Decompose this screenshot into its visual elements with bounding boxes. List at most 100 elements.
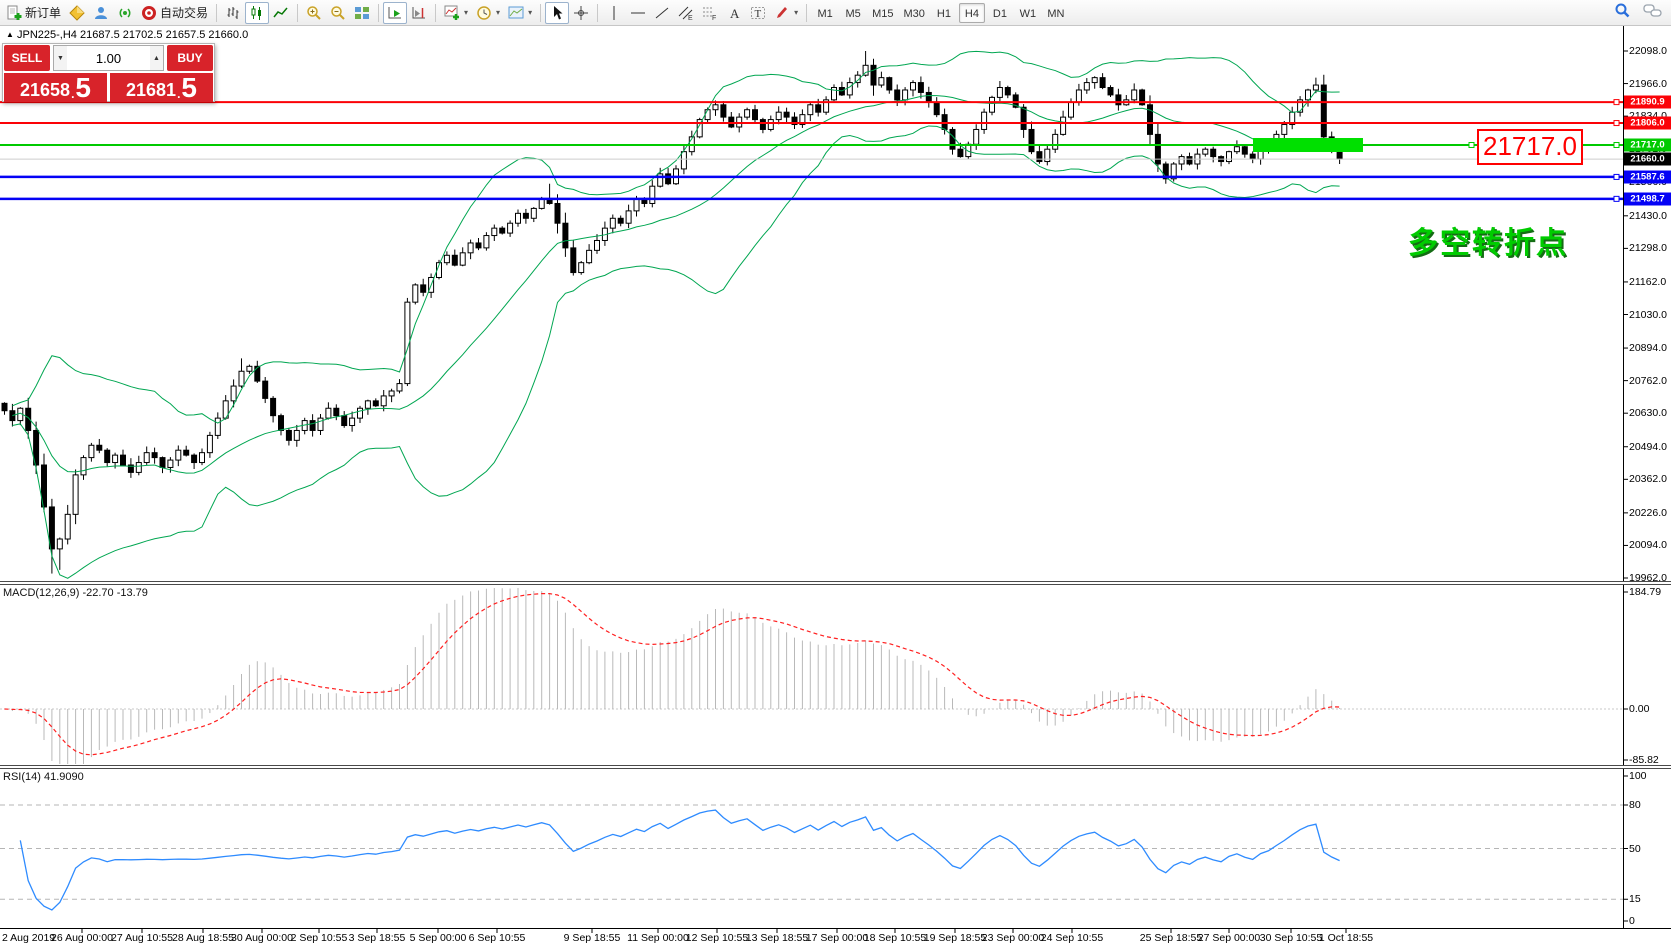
volume-decrease-button[interactable]: ▼ xyxy=(54,46,67,70)
svg-text:A: A xyxy=(730,6,740,21)
channel-icon: E xyxy=(678,5,694,22)
crosshair-icon xyxy=(573,5,589,21)
time-axis-label: 12 Sep 10:55 xyxy=(685,932,749,944)
clock-icon xyxy=(476,5,492,21)
horizontal-line-button[interactable] xyxy=(626,2,650,24)
template-icon xyxy=(508,5,524,21)
chart-text-annotation[interactable]: 多空转折点 xyxy=(1408,227,1568,260)
new-order-label: 新订单 xyxy=(25,6,62,20)
signals-button[interactable] xyxy=(113,2,137,24)
toolbar-separator xyxy=(540,3,542,22)
timeframe-H1-button[interactable]: H1 xyxy=(931,3,957,23)
toolbar-group-chart-type xyxy=(221,1,293,25)
toolbar-group-zoom xyxy=(302,1,374,25)
periods-button[interactable]: ▾ xyxy=(472,2,504,24)
text-a-icon: A xyxy=(726,5,742,21)
price-axis-tick: 21030.0 xyxy=(1629,308,1667,321)
tile-windows-button[interactable] xyxy=(350,2,374,24)
dropdown-arrow: ▾ xyxy=(528,8,533,17)
price-axis-tick: 19962.0 xyxy=(1629,572,1667,584)
price-callout-box[interactable]: 21717.0 xyxy=(1477,129,1583,165)
toolbar-separator xyxy=(378,3,380,22)
price-tag-21806.0: 21806.0 xyxy=(1624,116,1671,130)
profile-button[interactable] xyxy=(89,2,113,24)
rsi-axis-label: 0 xyxy=(1629,915,1635,927)
volume-increase-button[interactable]: ▲ xyxy=(150,46,163,70)
timeframe-D1-button[interactable]: D1 xyxy=(987,3,1013,23)
zoom-out-button[interactable] xyxy=(326,2,350,24)
fibonacci-button[interactable]: F xyxy=(698,2,722,24)
timeframe-M5-button[interactable]: M5 xyxy=(840,3,866,23)
time-axis-label: 2 Sep 10:55 xyxy=(290,932,348,944)
price-axis-tick: 20630.0 xyxy=(1629,407,1667,420)
toolbar-group-cursor xyxy=(545,1,593,25)
time-axis-label: 13 Sep 18:55 xyxy=(745,932,809,944)
buy-price-display[interactable]: 21681. 5 xyxy=(110,73,213,102)
arrows-button[interactable]: ▾ xyxy=(770,2,802,24)
price-tag-21498.7: 21498.7 xyxy=(1624,192,1671,206)
chart-shift-button[interactable] xyxy=(407,2,431,24)
time-axis-label: 17 Sep 00:00 xyxy=(805,932,869,944)
svg-text:E: E xyxy=(688,15,693,21)
timeframe-MN-button[interactable]: MN xyxy=(1043,3,1069,23)
dropdown-arrow: ▾ xyxy=(794,8,799,17)
time-axis-label: 25 Sep 18:55 xyxy=(1139,932,1203,944)
trendline-icon xyxy=(654,5,670,21)
indicators-button[interactable]: ▾ xyxy=(440,2,472,24)
macd-axis-label: -85.82 xyxy=(1629,754,1659,766)
timeframe-H4-button[interactable]: H4 xyxy=(958,2,985,23)
time-axis-label: 27 Aug 10:55 xyxy=(111,932,173,944)
pane-separator-rsi[interactable] xyxy=(0,765,1671,769)
time-axis-label: 3 Sep 18:55 xyxy=(348,932,406,944)
chat-icon[interactable] xyxy=(1643,3,1663,24)
trendline-button[interactable] xyxy=(650,2,674,24)
line-anchor-marker xyxy=(1613,99,1620,106)
timeframe-W1-button[interactable]: W1 xyxy=(1015,3,1041,23)
text-button[interactable]: A xyxy=(722,2,746,24)
candlestick-chart-button[interactable] xyxy=(245,1,270,24)
new-order-button[interactable]: 新订单 xyxy=(2,2,65,24)
pane-separator-macd[interactable] xyxy=(0,581,1671,585)
toolbar-separator xyxy=(597,3,599,22)
metaeditor-button[interactable] xyxy=(65,2,89,24)
bar-chart-button[interactable] xyxy=(221,2,245,24)
buy-button[interactable]: BUY xyxy=(167,45,213,71)
price-axis-tick: 20762.0 xyxy=(1629,374,1667,387)
one-click-trading-panel: SELL ▼ ▲ BUY 21658.5 21681.5 xyxy=(2,43,215,102)
equidistant-channel-button[interactable]: E xyxy=(674,2,698,24)
macd-axis-label: 0.00 xyxy=(1629,703,1650,715)
svg-text:F: F xyxy=(712,15,716,21)
volume-input[interactable] xyxy=(67,49,150,67)
sell-button[interactable]: SELL xyxy=(4,45,50,71)
price-tag-21717.0: 21717.0 xyxy=(1624,138,1671,152)
time-axis-label: 24 Sep 10:55 xyxy=(1040,932,1104,944)
templates-button[interactable]: ▾ xyxy=(504,2,536,24)
time-axis-label: 28 Aug 18:55 xyxy=(172,932,234,944)
timeframe-M1-button[interactable]: M1 xyxy=(812,3,838,23)
text-label-button[interactable]: T xyxy=(746,2,770,24)
cursor-arrow-icon xyxy=(549,5,565,21)
sell-price-display[interactable]: 21658. 5 xyxy=(4,73,107,102)
price-axis-line xyxy=(1623,26,1624,928)
auto-scroll-button[interactable] xyxy=(383,1,408,24)
tile-windows-icon xyxy=(354,5,370,21)
time-axis-label: 5 Sep 00:00 xyxy=(409,932,467,944)
crosshair-button[interactable] xyxy=(569,2,593,24)
rsi-axis-label: 50 xyxy=(1629,842,1641,855)
cursor-button[interactable] xyxy=(545,1,570,24)
timeframe-M15-button[interactable]: M15 xyxy=(868,3,897,23)
search-icon[interactable] xyxy=(1614,2,1631,24)
line-chart-button[interactable] xyxy=(269,2,293,24)
zoom-in-button[interactable] xyxy=(302,2,326,24)
green-highlight-bar xyxy=(1253,138,1363,153)
time-axis-label: 26 Aug 00:00 xyxy=(51,932,113,944)
vertical-line-button[interactable] xyxy=(602,2,626,24)
toolbar-separator xyxy=(806,3,808,22)
price-axis-tick: 20226.0 xyxy=(1629,506,1667,519)
price-axis-tick: 20094.0 xyxy=(1629,539,1667,552)
autotrading-button[interactable]: 自动交易 xyxy=(137,2,212,24)
toolbar-group-trade: 新订单 自动交易 xyxy=(2,1,212,25)
timeframe-M30-button[interactable]: M30 xyxy=(900,3,929,23)
price-tag-21660.0: 21660.0 xyxy=(1624,152,1671,166)
